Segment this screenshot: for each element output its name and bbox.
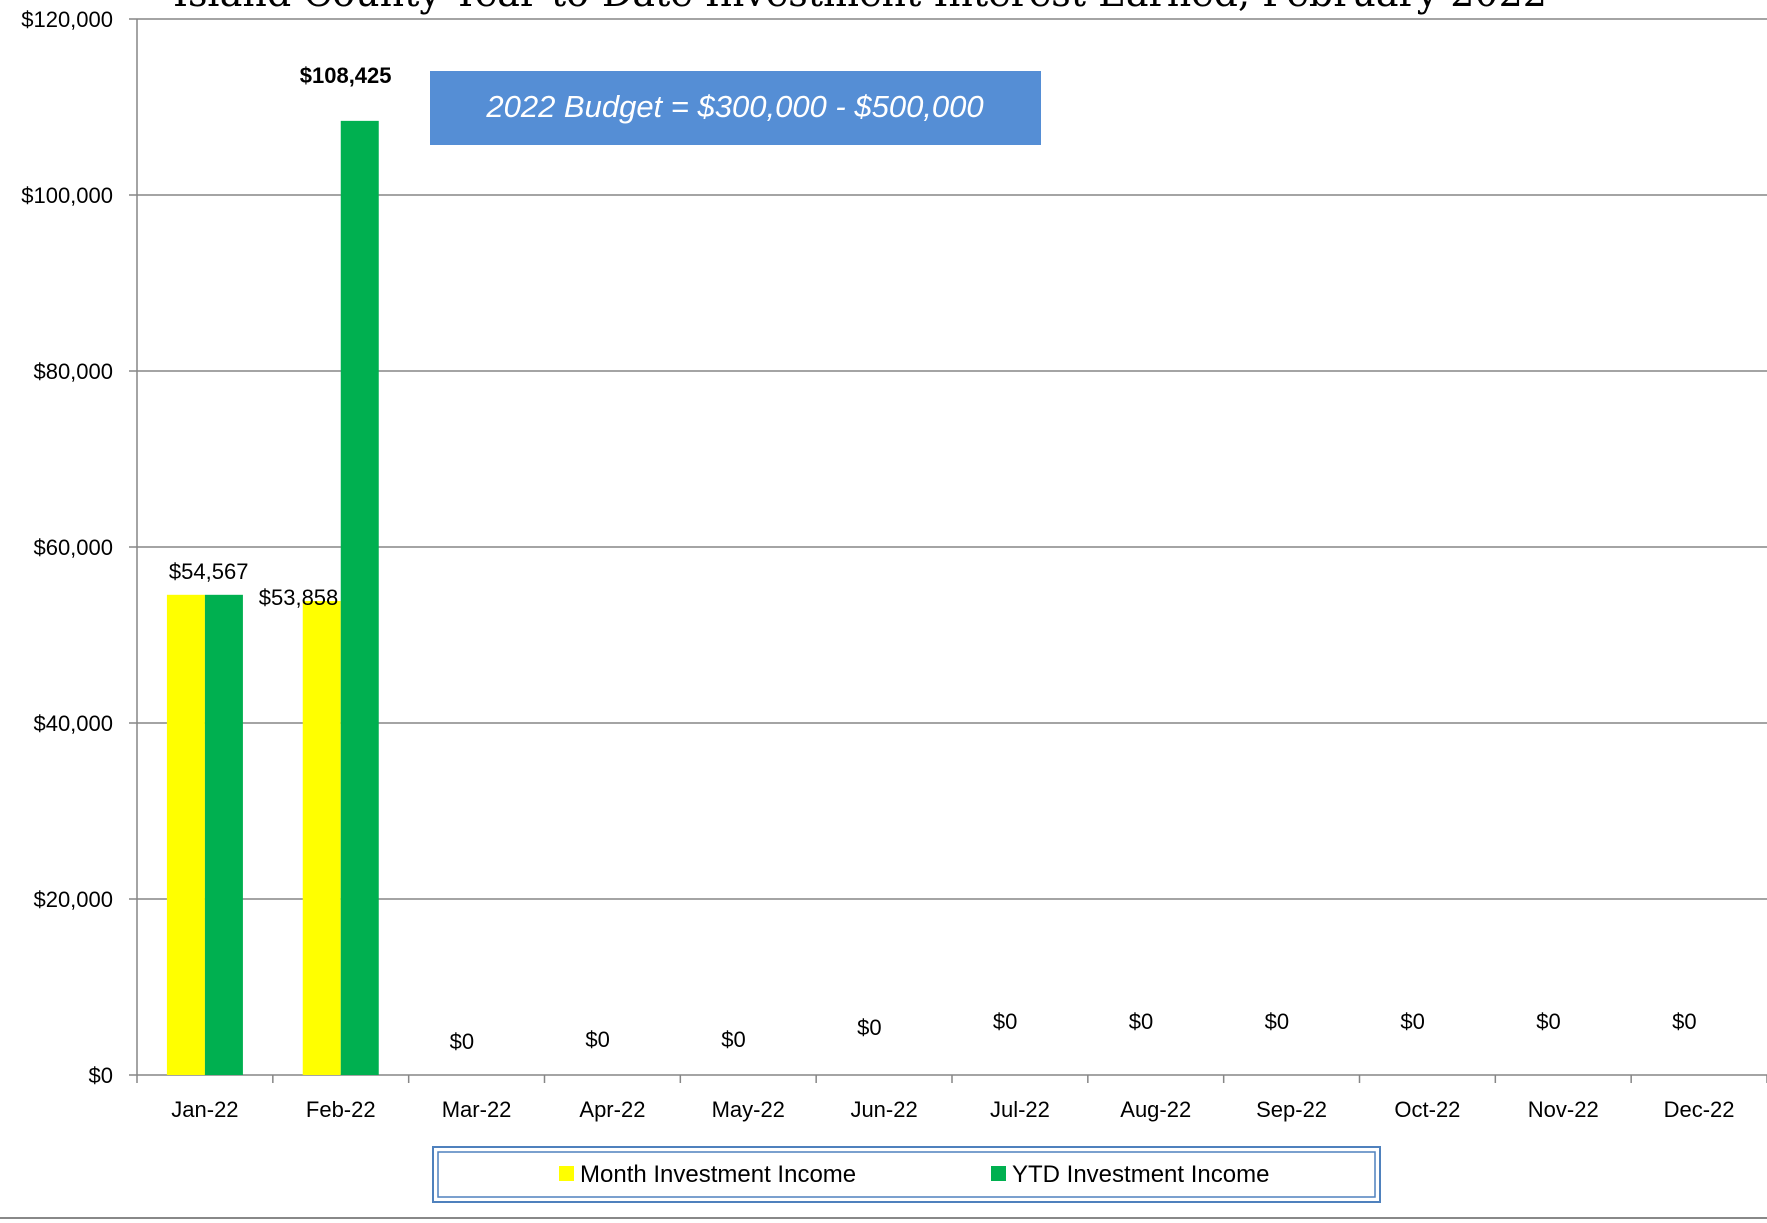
legend-border-outer — [432, 1146, 1381, 1203]
x-tick-label: Apr-22 — [579, 1097, 645, 1122]
data-label-month: $0 — [1536, 1009, 1560, 1034]
x-tick-label: Feb-22 — [306, 1097, 376, 1122]
x-tick-labels: Jan-22 Feb-22 Mar-22 Apr-22 May-22 Jun-22 Jul-… — [171, 1097, 1734, 1122]
legend-label-ytd: YTD Investment Income — [1012, 1161, 1269, 1188]
bars — [166, 120, 379, 1076]
axes — [129, 18, 1767, 1083]
x-tick-label: Jun-22 — [850, 1097, 917, 1122]
x-tick-label: Aug-22 — [1120, 1097, 1191, 1122]
legend-border-inner — [437, 1151, 1376, 1198]
legend-label-month: Month Investment Income — [580, 1161, 856, 1188]
x-tick-label: Jan-22 — [171, 1097, 238, 1122]
x-tick-label: Mar-22 — [442, 1097, 512, 1122]
bar-ytd-Feb-22 — [340, 120, 379, 1076]
budget-annotation-box — [430, 71, 1041, 145]
y-tick-labels: $0 $20,000 $40,000 $60,000 $80,000 $100,000 $1… — [21, 7, 113, 1088]
data-label-month: $0 — [1400, 1009, 1424, 1034]
data-label-month: $0 — [1265, 1009, 1289, 1034]
data-label-month: $0 — [857, 1015, 881, 1040]
data-label-month: $0 — [1672, 1009, 1696, 1034]
data-label-month: $54,567 — [169, 559, 249, 584]
x-tick-label: Sep-22 — [1256, 1097, 1327, 1122]
data-labels: $54,567 $53,858 $0 $0 $0 $0 $0 $0 $0 $0 $0 $0 $108,4… — [169, 63, 1697, 1054]
data-label-ytd: $108,425 — [300, 63, 392, 88]
y-tick-label: $100,000 — [21, 183, 113, 208]
data-label-month: $0 — [721, 1027, 745, 1052]
legend-swatch-ytd — [991, 1166, 1006, 1181]
x-tick-label: Jul-22 — [990, 1097, 1050, 1122]
data-label-month: $0 — [450, 1029, 474, 1054]
x-tick-label: Oct-22 — [1394, 1097, 1460, 1122]
data-label-month: $53,858 — [259, 585, 339, 610]
data-label-month: $0 — [1129, 1009, 1153, 1034]
x-tick-label: Dec-22 — [1664, 1097, 1735, 1122]
y-tick-label: $40,000 — [33, 711, 113, 736]
gridlines — [137, 18, 1767, 900]
y-tick-label: $120,000 — [21, 7, 113, 32]
y-tick-label: $80,000 — [33, 359, 113, 384]
y-tick-label: $20,000 — [33, 887, 113, 912]
chart-title: Island County Year-to-Date Investment In… — [173, 0, 1547, 15]
bar-month-Jan-22 — [166, 594, 205, 1075]
legend: Month Investment Income YTD Investment In… — [432, 1146, 1381, 1203]
y-tick-label: $0 — [89, 1063, 113, 1088]
data-label-month: $0 — [585, 1027, 609, 1052]
legend-swatch-month — [559, 1166, 574, 1181]
data-label-month: $0 — [993, 1009, 1017, 1034]
y-tick-label: $60,000 — [33, 535, 113, 560]
budget-annotation: 2022 Budget = $300,000 - $500,000 — [430, 71, 1041, 145]
x-tick-label: May-22 — [712, 1097, 785, 1122]
x-tick-label: Nov-22 — [1528, 1097, 1599, 1122]
budget-annotation-text: 2022 Budget = $300,000 - $500,000 — [485, 89, 983, 124]
bar-ytd-Jan-22 — [204, 594, 243, 1075]
bar-month-Feb-22 — [302, 601, 341, 1075]
